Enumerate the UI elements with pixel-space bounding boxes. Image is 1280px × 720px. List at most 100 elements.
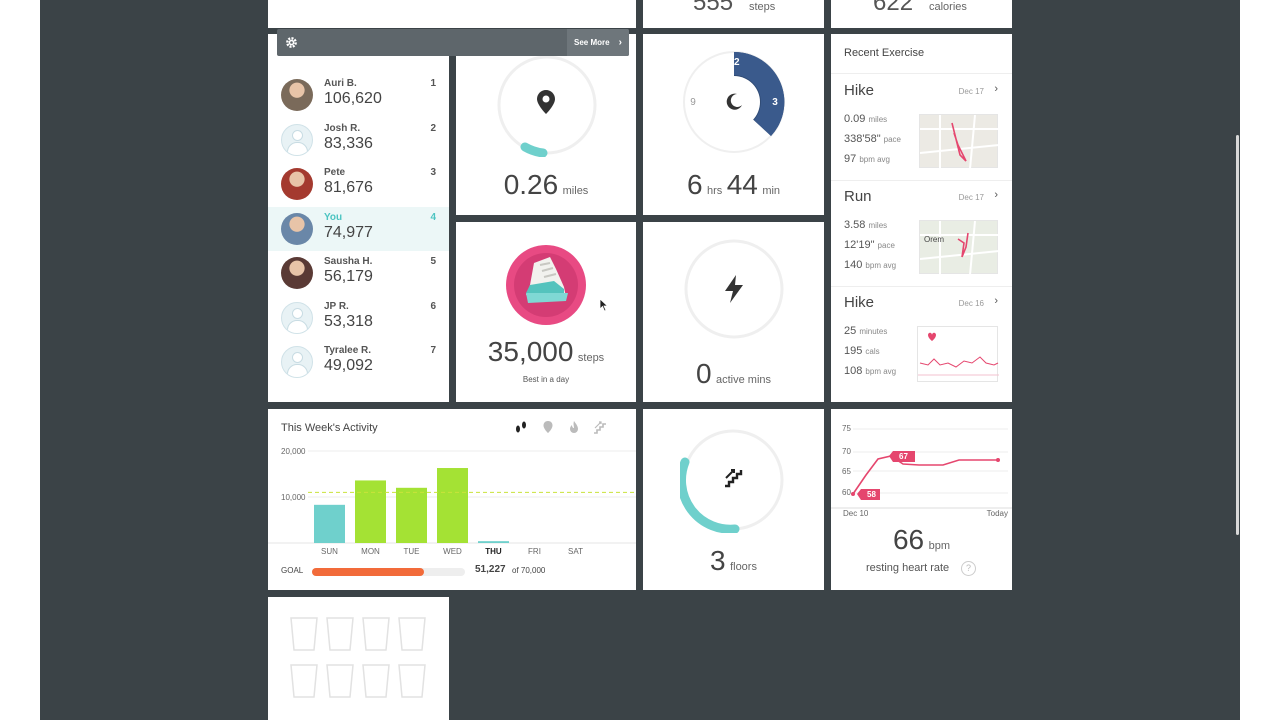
- x-tick-label: THU: [485, 547, 502, 556]
- sleep-hours-unit: hrs: [706, 185, 723, 197]
- chevron-right-icon: ›: [994, 83, 998, 95]
- water-cup-icon[interactable]: [398, 617, 426, 651]
- goal-of: of 70,000: [512, 566, 546, 575]
- friend-row[interactable]: Tyralee R. 49,092 7: [268, 340, 449, 384]
- friend-steps: 83,336: [324, 134, 373, 152]
- friend-row[interactable]: You 74,977 4: [268, 206, 449, 251]
- floors-value: 3: [710, 545, 726, 576]
- goal-label: GOAL: [281, 566, 304, 575]
- x-tick-label: MON: [361, 547, 380, 556]
- exercise-stat-unit: cals: [865, 347, 880, 356]
- steps-tile[interactable]: 555 steps: [643, 0, 824, 28]
- water-tile[interactable]: [268, 597, 449, 720]
- friend-rank: 7: [430, 345, 436, 356]
- exercise-stat: 3.58 miles: [844, 219, 887, 231]
- hr-low-label: 58: [867, 490, 876, 499]
- exercise-item[interactable]: Hike Dec 16 › 25 minutes 195 cals 108 bpm avg: [831, 286, 1012, 392]
- see-more-label: See More: [574, 38, 610, 47]
- active-minutes-tile[interactable]: 0 active mins: [643, 222, 824, 402]
- hr-ytick-65: 65: [842, 467, 851, 476]
- exercise-stat-unit: bpm avg: [865, 367, 897, 376]
- goal-progress-fill: [312, 568, 424, 576]
- exercise-type: Hike: [844, 82, 875, 99]
- avatar: [281, 212, 313, 245]
- hr-x-end: Today: [986, 509, 1008, 518]
- water-cup-icon[interactable]: [398, 664, 426, 698]
- divider: [831, 73, 1012, 74]
- y-tick-label: 10,000: [281, 493, 306, 502]
- avatar: [281, 346, 313, 378]
- bar-thu: [478, 541, 509, 543]
- hr-unit: bpm: [928, 540, 950, 552]
- exercise-stat: 12'19" pace: [844, 239, 895, 251]
- divider: [831, 180, 1012, 181]
- water-cup-icon[interactable]: [362, 617, 390, 651]
- exercise-date: Dec 16: [958, 299, 984, 308]
- water-cup-icon[interactable]: [290, 617, 318, 651]
- footsteps-icon[interactable]: [514, 420, 528, 434]
- x-tick-label: SUN: [321, 547, 338, 556]
- friend-steps: 56,179: [324, 268, 373, 285]
- steps-value: 555: [693, 0, 734, 16]
- hr-high-label: 67: [899, 452, 908, 461]
- sneaker-badge-icon: [506, 245, 586, 325]
- calories-tile[interactable]: 622 calories: [831, 0, 1012, 28]
- friend-row[interactable]: Sausha H. 56,179 5: [268, 251, 449, 295]
- location-pin-icon[interactable]: [541, 420, 555, 434]
- friend-row[interactable]: Josh R. 83,336 2: [268, 118, 449, 162]
- sleep-tile[interactable]: 12 3 6 9 6 hrs 44 min: [643, 34, 824, 215]
- exercise-stat: 25 minutes: [844, 325, 887, 337]
- bar-mon: [355, 480, 386, 543]
- friend-steps: 81,676: [324, 179, 373, 196]
- stairs-icon[interactable]: [593, 420, 607, 434]
- water-cup-icon[interactable]: [326, 664, 354, 698]
- exercise-stat-value: 12'19": [844, 239, 875, 251]
- badge-caption: Best in a day: [522, 375, 570, 384]
- active-ring: [684, 239, 784, 339]
- sleep-clock: 12 3 6 9: [683, 51, 785, 153]
- distance-tile[interactable]: 0.26 miles: [456, 34, 636, 215]
- active-unit: active mins: [716, 374, 772, 386]
- active-value: 0: [695, 358, 712, 389]
- clock-label-3: 3: [772, 97, 778, 108]
- water-cup-icon[interactable]: [362, 664, 390, 698]
- moon-icon: [726, 93, 742, 110]
- clock-label-12: 12: [728, 57, 740, 68]
- sleep-minutes: 44: [726, 169, 758, 200]
- exercise-heart-thumbnail: [917, 326, 999, 382]
- exercise-stat: 108 bpm avg: [844, 365, 896, 377]
- flame-icon[interactable]: [567, 420, 581, 434]
- badge-readout: 35,000 steps: [456, 336, 636, 368]
- floors-ring: [680, 429, 784, 533]
- exercise-stat: 97 bpm avg: [844, 153, 890, 165]
- gear-icon[interactable]: [285, 36, 298, 49]
- friend-row[interactable]: Pete 81,676 3: [268, 162, 449, 206]
- exercise-stat-value: 3.58: [844, 219, 866, 231]
- exercise-stat-value: 97: [844, 153, 857, 165]
- calories-unit: calories: [929, 1, 967, 13]
- page-scrollbar[interactable]: [1236, 135, 1239, 535]
- floors-tile[interactable]: 3 floors: [643, 409, 824, 590]
- badge-tile[interactable]: 35,000 steps Best in a day: [456, 222, 636, 402]
- friend-row[interactable]: JP R. 53,318 6: [268, 296, 449, 340]
- exercise-date: Dec 17: [958, 87, 984, 96]
- hr-value: 66: [892, 524, 925, 555]
- steps-unit: steps: [749, 1, 776, 13]
- water-cup-icon[interactable]: [290, 664, 318, 698]
- exercise-stat-value: 338'58": [844, 133, 881, 145]
- hr-x-start: Dec 10: [843, 509, 869, 518]
- question-icon[interactable]: ?: [961, 561, 976, 576]
- friend-steps: 49,092: [324, 357, 373, 374]
- friend-name: JP R.: [324, 300, 349, 312]
- exercise-stat-unit: miles: [868, 115, 888, 124]
- friend-name: You: [324, 211, 343, 223]
- exercise-item[interactable]: Hike Dec 17 › 0.09 miles 338'58" pace 97 bpm …: [831, 74, 1012, 180]
- heart-rate-tile[interactable]: 75 70 65 60 67 58 Dec 10 Today 66 bpm re…: [831, 409, 1012, 590]
- see-more-button[interactable]: See More ›: [567, 29, 629, 56]
- exercise-item[interactable]: Run Dec 17 › 3.58 miles 12'19" pace 140 bpm a…: [831, 180, 1012, 286]
- water-cup-icon[interactable]: [326, 617, 354, 651]
- friend-steps: 53,318: [324, 312, 373, 330]
- goal-progress-track: [312, 568, 465, 576]
- friend-row[interactable]: Auri B. 106,620 1: [268, 73, 449, 117]
- chevron-right-icon: ›: [994, 189, 998, 201]
